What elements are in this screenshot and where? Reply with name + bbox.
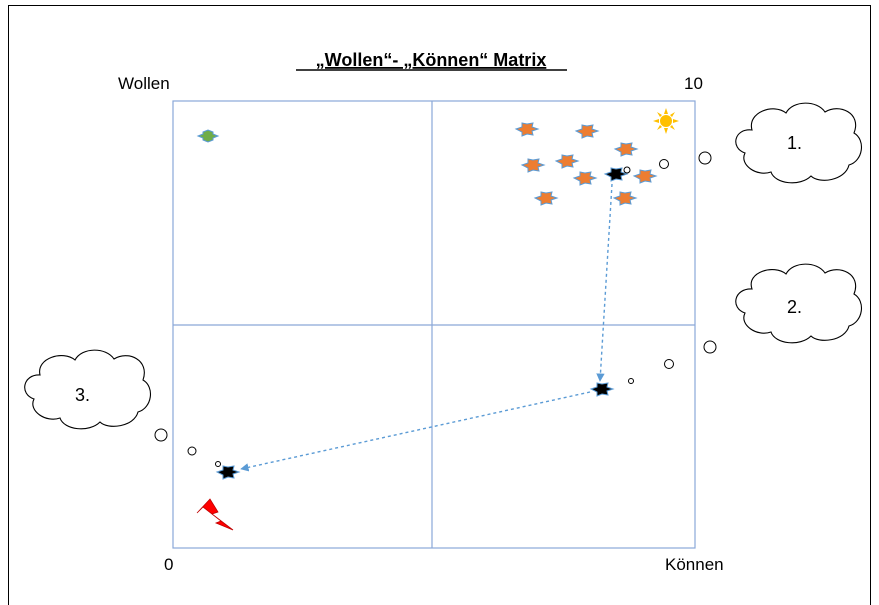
orange-star-icon	[612, 191, 638, 206]
matrix-slide: „Wollen“- „Können“ Matrix Wollen 10 0 Kö…	[8, 5, 871, 605]
orange-star-icon	[514, 122, 540, 137]
thought-cloud-icon: 1.	[623, 102, 862, 184]
black-star-icon	[215, 465, 241, 480]
black-star-icon	[589, 382, 615, 397]
x-axis-label: Können	[665, 555, 724, 574]
orange-star-icon	[632, 169, 658, 184]
orange-star-icon	[554, 154, 580, 169]
thought-bubble-1-label: 1.	[787, 133, 802, 153]
orange-star-icon	[572, 171, 598, 186]
thought-cloud-icon: 2.	[628, 263, 862, 384]
orange-star-icon	[533, 191, 559, 206]
sun-icon	[653, 108, 679, 134]
lightning-icon	[196, 498, 234, 531]
max-value-label: 10	[684, 74, 703, 93]
y-axis-label: Wollen	[118, 74, 170, 93]
black-star-icon	[603, 167, 629, 182]
orange-star-icon	[520, 158, 546, 173]
matrix-diagram: „Wollen“- „Können“ Matrix Wollen 10 0 Kö…	[24, 50, 862, 574]
thought-cloud-icon: 3.	[24, 349, 221, 467]
arrow-icon	[240, 391, 591, 472]
green-star-icon	[196, 129, 220, 143]
slide-frame	[8, 5, 871, 605]
orange-star-icon	[613, 142, 639, 157]
matrix-title: „Wollen“- „Können“ Matrix	[316, 50, 547, 70]
origin-label: 0	[164, 555, 173, 574]
orange-star-icon	[574, 124, 600, 139]
arrow-icon	[596, 183, 613, 382]
thought-bubble-2-label: 2.	[787, 297, 802, 317]
thought-bubble-3-label: 3.	[75, 385, 90, 405]
